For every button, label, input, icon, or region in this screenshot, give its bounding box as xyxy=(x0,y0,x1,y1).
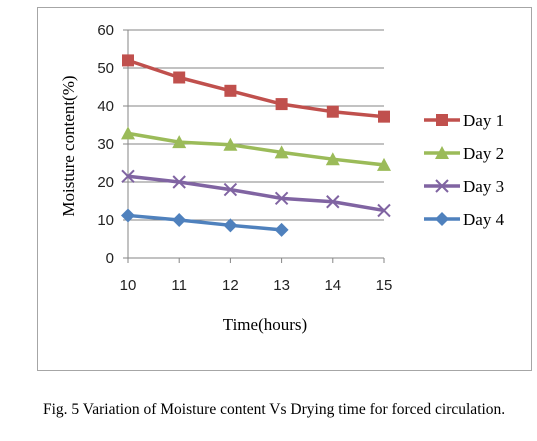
data-point-square xyxy=(326,105,339,118)
y-tick-label: 0 xyxy=(106,250,114,267)
data-point-x xyxy=(435,179,449,193)
data-point-square xyxy=(436,114,448,126)
legend-item-day-3: Day 3 xyxy=(424,177,504,196)
data-point-triangle xyxy=(435,146,449,159)
series-day-2 xyxy=(121,126,391,171)
series-line xyxy=(127,131,385,167)
legend-label: Day 4 xyxy=(463,210,505,229)
y-tick-label: 30 xyxy=(97,136,114,153)
figure-caption: Fig. 5 Variation of Moisture content Vs … xyxy=(43,401,506,418)
x-tick-label: 15 xyxy=(376,277,393,294)
legend-label: Day 1 xyxy=(463,111,504,130)
data-point-diamond xyxy=(172,213,187,227)
y-tick-labels: 0 10 20 30 40 50 60 xyxy=(97,22,114,267)
series-line xyxy=(127,213,282,232)
x-tick-label: 10 xyxy=(120,277,137,294)
data-point-square xyxy=(224,84,237,97)
data-point-square xyxy=(122,54,134,67)
x-stroke xyxy=(274,191,289,206)
x-stroke xyxy=(377,203,391,218)
legend: Day 1 Day 2 Day 3 Day 4 xyxy=(424,111,505,229)
x-stroke xyxy=(326,195,340,209)
data-point-square xyxy=(378,110,390,123)
x-stroke xyxy=(121,169,135,184)
legend-label: Day 3 xyxy=(463,177,504,196)
series-day-4 xyxy=(121,208,289,237)
data-point-x xyxy=(326,195,340,209)
data-point-triangle xyxy=(325,152,340,166)
x-stroke xyxy=(223,182,238,197)
data-point-triangle xyxy=(223,137,238,151)
data-point-x xyxy=(121,169,135,184)
legend-item-day-4: Day 4 xyxy=(424,210,505,229)
x-tick-label: 14 xyxy=(324,277,341,294)
x-stroke xyxy=(172,175,186,189)
data-point-x xyxy=(172,175,186,189)
data-point-square xyxy=(173,71,186,84)
legend-item-day-1: Day 1 xyxy=(424,111,504,130)
x-tick-labels: 10 11 12 13 14 15 xyxy=(120,277,393,294)
series-day-3 xyxy=(121,169,391,218)
legend-label: Day 2 xyxy=(463,144,504,163)
data-point-diamond xyxy=(435,212,449,226)
data-point-x xyxy=(274,191,289,206)
data-point-diamond xyxy=(121,208,135,223)
data-point-triangle xyxy=(377,157,391,171)
series-lines xyxy=(121,54,391,237)
series-day-1 xyxy=(122,54,390,123)
y-tick-label: 60 xyxy=(97,22,114,39)
x-tick-label: 13 xyxy=(273,277,290,294)
legend-item-day-2: Day 2 xyxy=(424,144,504,163)
gridlines xyxy=(128,29,384,221)
data-point-triangle xyxy=(172,135,187,149)
data-point-square xyxy=(275,98,288,111)
series-line xyxy=(127,58,385,119)
data-point-triangle xyxy=(274,145,289,159)
y-tick-label: 20 xyxy=(97,174,114,191)
y-tick-label: 40 xyxy=(97,98,114,115)
data-point-diamond xyxy=(223,218,238,233)
y-axis-title: Moisture content(%) xyxy=(59,75,78,216)
x-tick-label: 11 xyxy=(171,277,187,294)
y-tick-label: 10 xyxy=(97,212,114,229)
data-point-x xyxy=(377,203,391,218)
x-stroke xyxy=(435,179,449,193)
series-line xyxy=(127,174,385,213)
data-point-x xyxy=(223,182,238,197)
x-axis-title: Time(hours) xyxy=(223,315,307,334)
data-point-triangle xyxy=(121,126,135,140)
x-tick-label: 12 xyxy=(222,277,239,294)
y-tick-label: 50 xyxy=(97,60,114,77)
data-point-diamond xyxy=(274,222,289,237)
